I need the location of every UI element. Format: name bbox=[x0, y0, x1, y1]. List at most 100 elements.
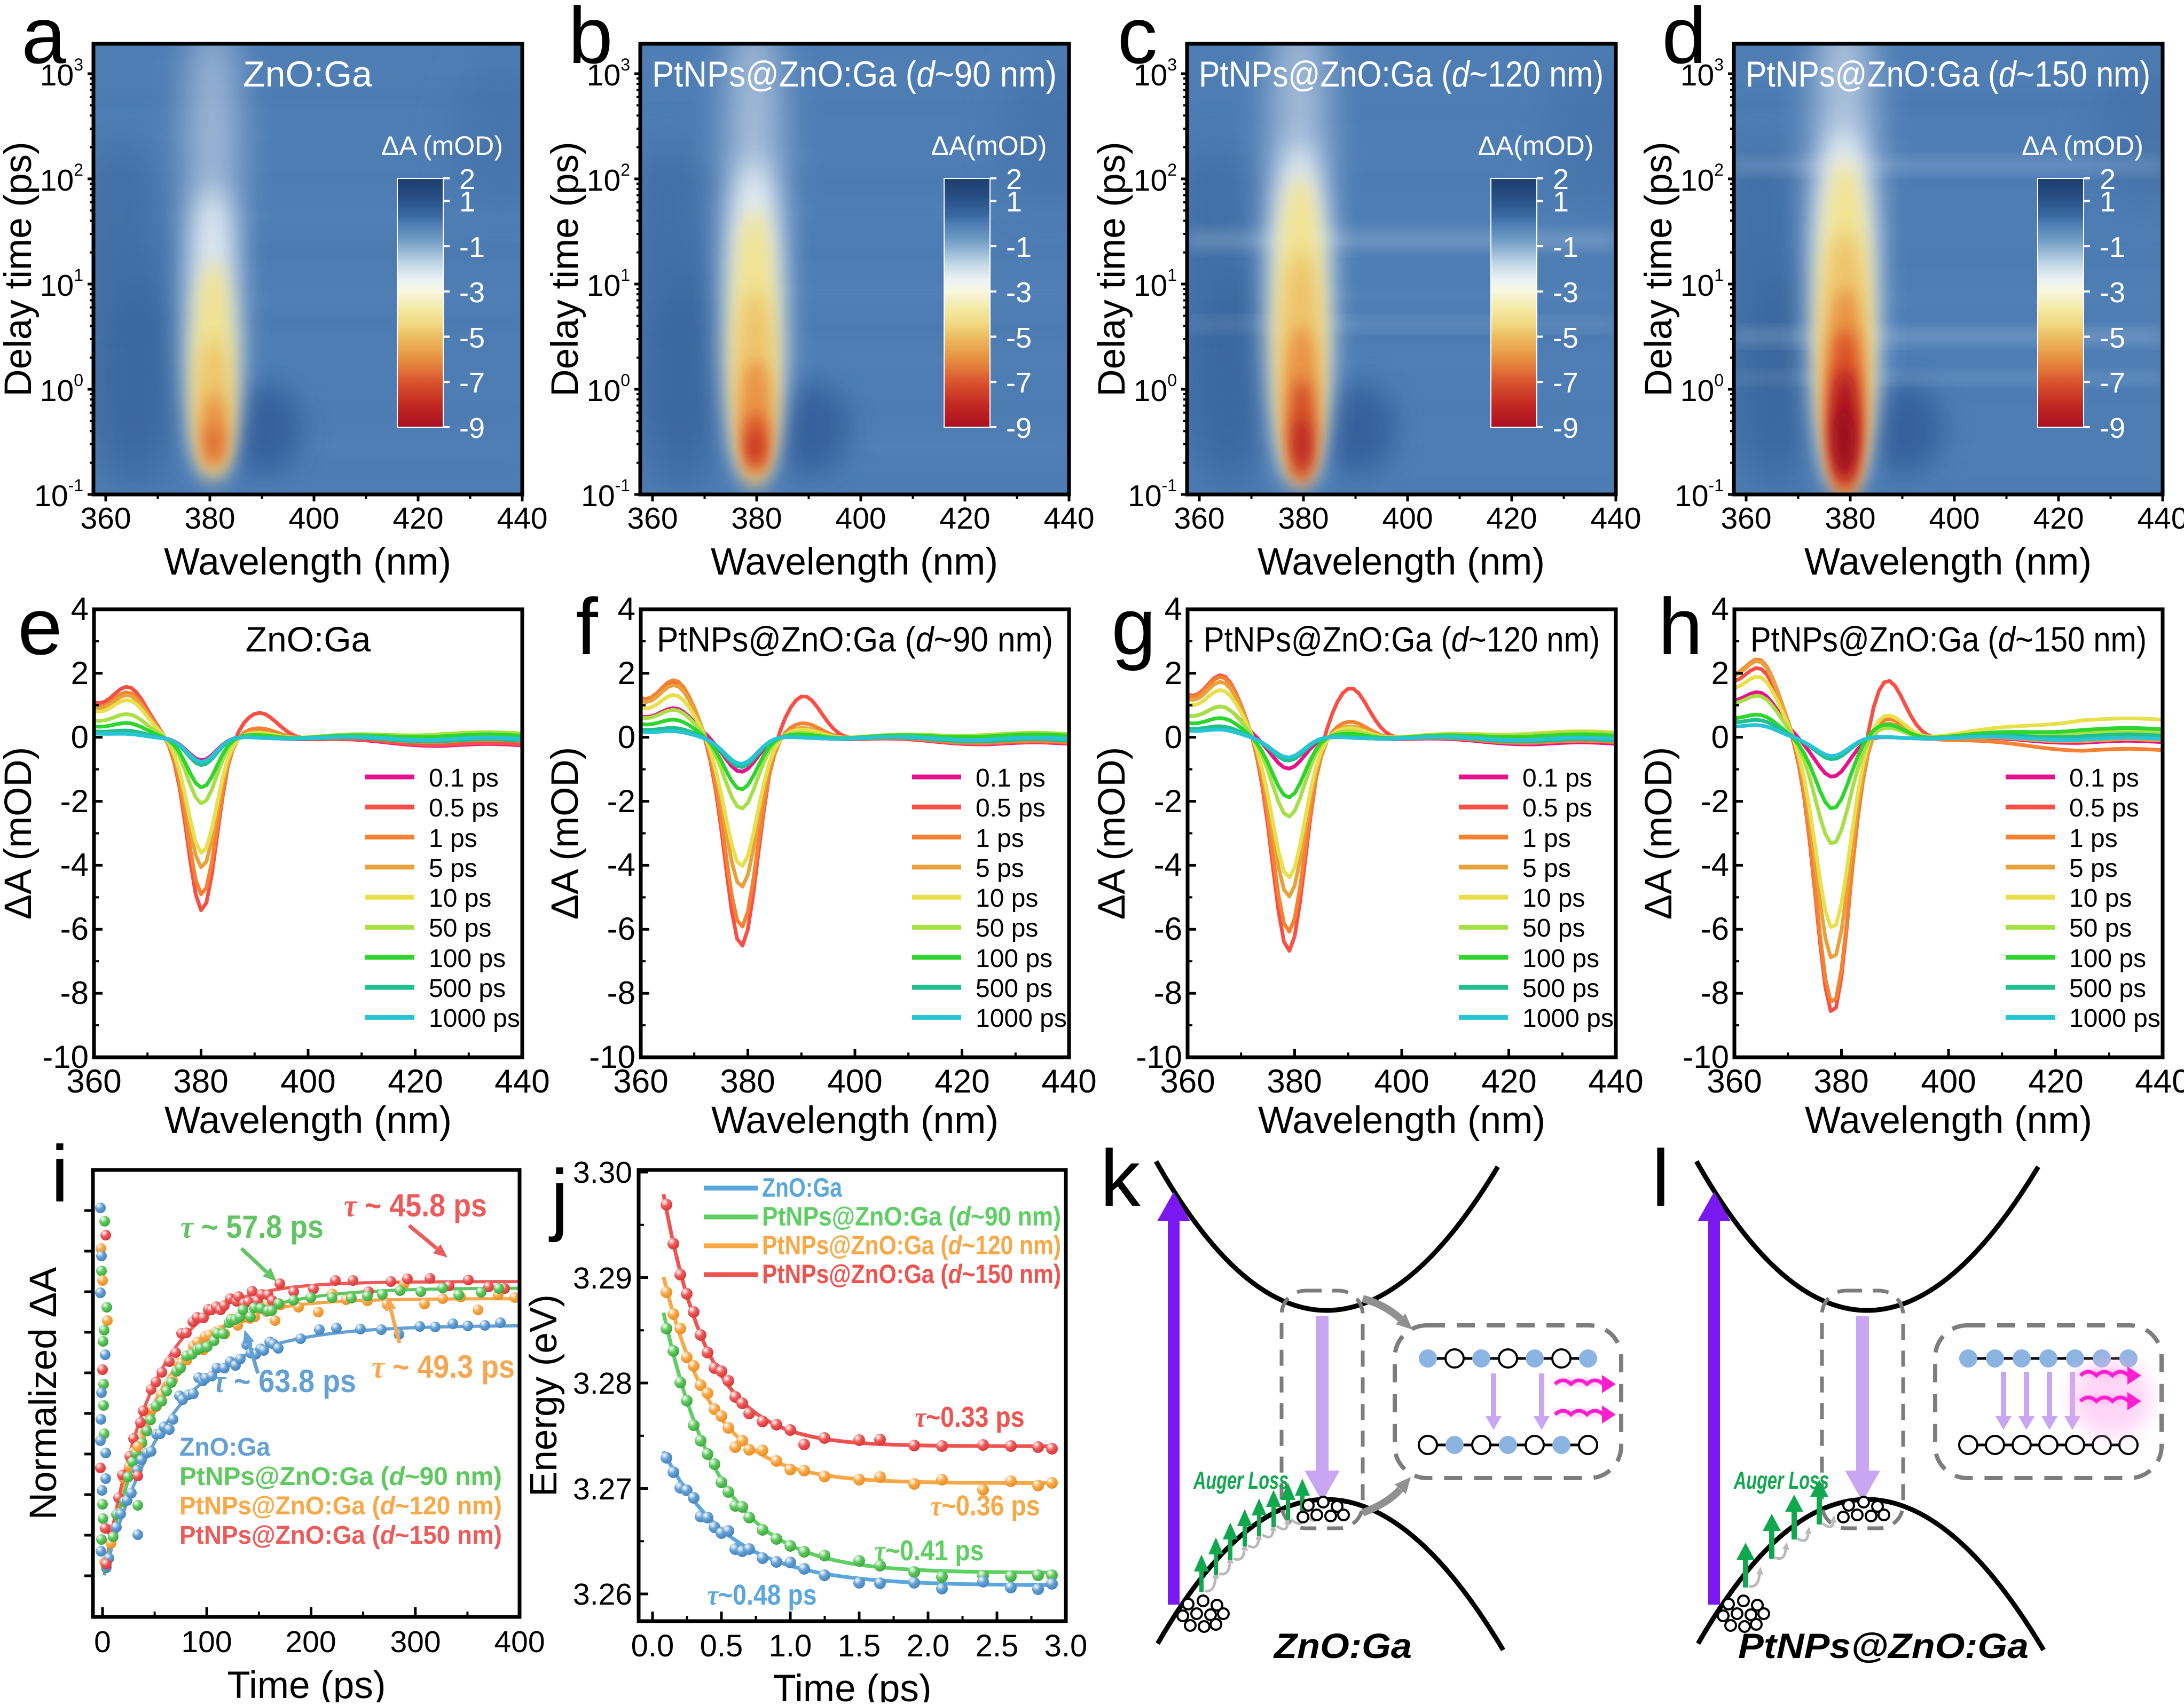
svg-text:500 ps: 500 ps bbox=[976, 975, 1052, 1003]
svg-text:-8: -8 bbox=[607, 975, 635, 1011]
svg-text:ΔA (mOD): ΔA (mOD) bbox=[0, 747, 40, 920]
svg-text:-8: -8 bbox=[1701, 975, 1729, 1011]
svg-text:h: h bbox=[1658, 582, 1702, 671]
svg-text:ΔA(mOD): ΔA(mOD) bbox=[931, 131, 1047, 161]
svg-text:Wavelength (nm): Wavelength (nm) bbox=[1804, 541, 2092, 583]
svg-text:Wavelength (nm): Wavelength (nm) bbox=[164, 541, 451, 583]
svg-text:360: 360 bbox=[1160, 1063, 1215, 1100]
svg-text:τ ~ 57.8 ps: τ ~ 57.8 ps bbox=[180, 1209, 324, 1245]
svg-text:-10: -10 bbox=[1683, 1039, 1729, 1075]
svg-text:-7: -7 bbox=[1553, 367, 1578, 399]
svg-text:4: 4 bbox=[618, 591, 635, 627]
svg-text:10 ps: 10 ps bbox=[1522, 884, 1585, 913]
svg-text:0.1 ps: 0.1 ps bbox=[429, 764, 499, 792]
svg-text:380: 380 bbox=[173, 1063, 228, 1100]
svg-text:Delay time (ps): Delay time (ps) bbox=[544, 142, 586, 396]
svg-text:0.5 ps: 0.5 ps bbox=[429, 794, 499, 822]
svg-text:0.5: 0.5 bbox=[700, 1629, 743, 1663]
svg-text:1000 ps: 1000 ps bbox=[1522, 1004, 1614, 1033]
svg-text:360: 360 bbox=[1721, 501, 1771, 536]
svg-text:0.5 ps: 0.5 ps bbox=[2069, 794, 2139, 822]
svg-text:380: 380 bbox=[184, 501, 235, 536]
svg-text:50 ps: 50 ps bbox=[429, 914, 491, 942]
svg-text:Auger Loss: Auger Loss bbox=[1733, 1466, 1829, 1494]
svg-text:τ~0.36 ps: τ~0.36 ps bbox=[931, 1490, 1040, 1522]
svg-text:102: 102 bbox=[1680, 160, 1724, 198]
svg-text:Auger Loss: Auger Loss bbox=[1193, 1466, 1289, 1494]
svg-text:d: d bbox=[1662, 0, 1706, 80]
svg-text:2: 2 bbox=[459, 163, 475, 195]
svg-text:2: 2 bbox=[1711, 655, 1729, 691]
svg-text:j: j bbox=[548, 1153, 568, 1243]
svg-text:4: 4 bbox=[1165, 591, 1182, 627]
svg-text:4: 4 bbox=[1711, 591, 1729, 627]
svg-text:440: 440 bbox=[2135, 1063, 2184, 1100]
svg-text:0.0: 0.0 bbox=[631, 1629, 674, 1663]
svg-text:500 ps: 500 ps bbox=[1522, 975, 1599, 1003]
svg-text:f: f bbox=[576, 582, 598, 671]
svg-text:440: 440 bbox=[497, 501, 547, 536]
svg-text:i: i bbox=[51, 1129, 68, 1219]
svg-text:-5: -5 bbox=[1553, 322, 1578, 354]
svg-text:-1: -1 bbox=[1553, 231, 1578, 263]
svg-text:Time (ps): Time (ps) bbox=[227, 1664, 386, 1702]
svg-text:500 ps: 500 ps bbox=[429, 975, 506, 1003]
svg-text:3.27: 3.27 bbox=[573, 1472, 632, 1506]
svg-text:400: 400 bbox=[1921, 1063, 1976, 1100]
svg-text:420: 420 bbox=[388, 1063, 443, 1100]
svg-text:360: 360 bbox=[627, 501, 678, 536]
svg-text:500 ps: 500 ps bbox=[2069, 975, 2146, 1003]
svg-text:-2: -2 bbox=[607, 783, 635, 819]
svg-text:-3: -3 bbox=[459, 277, 485, 309]
svg-text:1000 ps: 1000 ps bbox=[2069, 1004, 2161, 1033]
svg-text:10 ps: 10 ps bbox=[429, 884, 491, 913]
svg-text:380: 380 bbox=[720, 1063, 775, 1100]
svg-text:ZnO:Ga: ZnO:Ga bbox=[762, 1173, 843, 1203]
svg-text:1: 1 bbox=[2100, 186, 2116, 218]
svg-text:1000 ps: 1000 ps bbox=[429, 1004, 520, 1033]
svg-text:-9: -9 bbox=[2100, 412, 2125, 444]
svg-text:ΔA(mOD): ΔA(mOD) bbox=[1478, 131, 1594, 161]
svg-text:-5: -5 bbox=[459, 322, 485, 354]
svg-text:2: 2 bbox=[1006, 163, 1022, 195]
svg-text:-5: -5 bbox=[1006, 322, 1032, 354]
svg-text:100 ps: 100 ps bbox=[976, 945, 1052, 973]
svg-text:PtNPs@ZnO:Ga (d~120 nm): PtNPs@ZnO:Ga (d~120 nm) bbox=[1199, 54, 1604, 95]
svg-text:400: 400 bbox=[1382, 501, 1433, 536]
svg-text:10 ps: 10 ps bbox=[2069, 884, 2132, 913]
svg-text:1000 ps: 1000 ps bbox=[976, 1004, 1067, 1033]
svg-text:-6: -6 bbox=[607, 911, 635, 947]
svg-text:PtNPs@ZnO:Ga (d~150 nm): PtNPs@ZnO:Ga (d~150 nm) bbox=[1746, 54, 2150, 95]
svg-text:420: 420 bbox=[2033, 501, 2084, 536]
svg-text:Wavelength (nm): Wavelength (nm) bbox=[1258, 1099, 1545, 1142]
svg-text:ΔA (mOD): ΔA (mOD) bbox=[544, 747, 586, 920]
svg-text:380: 380 bbox=[731, 501, 782, 536]
svg-text:PtNPs@ZnO:Ga (d~90 nm): PtNPs@ZnO:Ga (d~90 nm) bbox=[179, 1463, 502, 1491]
svg-text:PtNPs@ZnO:Ga (d~90 nm): PtNPs@ZnO:Ga (d~90 nm) bbox=[657, 619, 1053, 659]
svg-text:380: 380 bbox=[1825, 501, 1875, 536]
svg-text:PtNPs@ZnO:Ga (d~150 nm): PtNPs@ZnO:Ga (d~150 nm) bbox=[762, 1259, 1061, 1289]
svg-text:10-1: 10-1 bbox=[34, 476, 83, 513]
svg-text:420: 420 bbox=[939, 501, 990, 536]
svg-text:-8: -8 bbox=[1154, 975, 1182, 1011]
svg-text:-6: -6 bbox=[1154, 911, 1182, 947]
svg-text:-8: -8 bbox=[60, 975, 89, 1011]
svg-text:100: 100 bbox=[587, 371, 630, 408]
svg-text:c: c bbox=[1118, 0, 1158, 80]
svg-text:-2: -2 bbox=[1154, 783, 1182, 819]
svg-text:10-1: 10-1 bbox=[1675, 476, 1724, 513]
svg-text:2: 2 bbox=[2100, 163, 2116, 195]
svg-text:2: 2 bbox=[1165, 655, 1182, 691]
svg-text:-7: -7 bbox=[2100, 367, 2125, 399]
svg-text:380: 380 bbox=[1278, 501, 1329, 536]
svg-text:τ~0.48 ps: τ~0.48 ps bbox=[708, 1579, 817, 1611]
svg-text:-7: -7 bbox=[459, 367, 485, 399]
svg-text:ZnO:Ga: ZnO:Ga bbox=[243, 54, 372, 95]
svg-text:-6: -6 bbox=[1701, 911, 1729, 947]
svg-text:-10: -10 bbox=[42, 1039, 89, 1075]
svg-text:-1: -1 bbox=[2100, 231, 2125, 263]
svg-text:-4: -4 bbox=[60, 847, 89, 883]
svg-text:-3: -3 bbox=[1553, 277, 1578, 309]
svg-text:400: 400 bbox=[1929, 501, 1979, 536]
svg-text:3.29: 3.29 bbox=[573, 1261, 632, 1295]
